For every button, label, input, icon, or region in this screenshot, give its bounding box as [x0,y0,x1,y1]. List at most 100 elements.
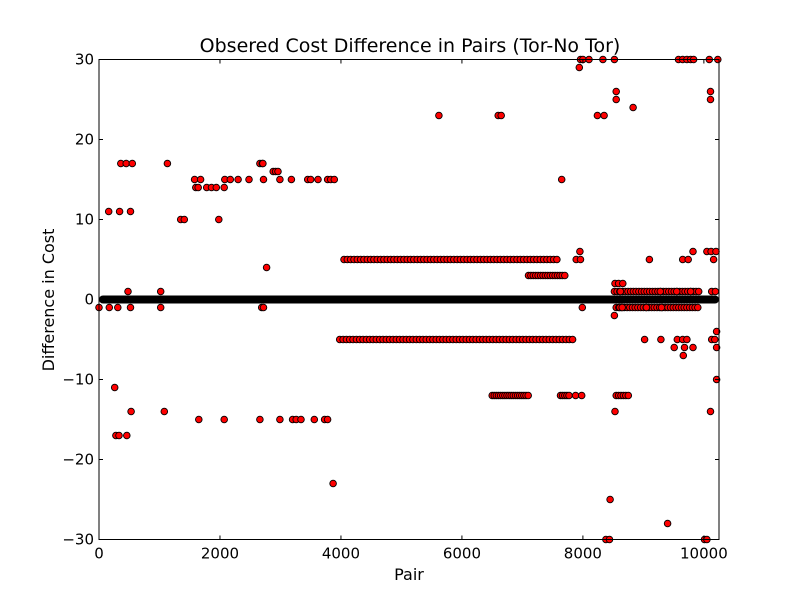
data-point [276,175,284,184]
data-point [160,407,169,416]
data-point [694,287,703,296]
zero-difference-band [99,295,719,304]
data-point [127,407,135,416]
data-point [571,391,580,400]
data-point [610,311,619,320]
data-point [578,303,587,312]
data-point [287,175,296,184]
data-point [689,247,697,256]
x-tick-label: 8000 [564,545,602,563]
y-tick-label: 0 [84,291,94,309]
data-point [712,343,721,352]
data-point [156,303,165,312]
data-point [323,415,332,424]
data-point [565,391,573,400]
y-tick-label: −30 [62,531,94,549]
data-point [220,415,228,424]
data-point [561,271,569,280]
data-point [689,343,697,352]
y-axis-label: Difference in Cost [39,229,58,372]
data-point [274,167,282,176]
data-point [110,383,119,392]
data-point [712,247,720,256]
data-point [642,303,651,312]
data-point [706,87,715,96]
data-point [575,63,584,72]
data-point [314,175,322,184]
data-point [180,215,189,224]
data-point [711,287,720,296]
data-point [683,335,691,344]
ticks-layer: 0 2000 4000 6000 8000 10000 −30 −20 −10 0 10 20 30 [62,51,727,563]
x-tick-label: 4000 [322,545,360,563]
data-point [663,519,672,528]
data-point [329,479,337,488]
data-point [262,263,271,272]
markers-layer [95,55,722,544]
data-point [435,111,443,120]
data-point [234,175,242,184]
data-point [553,255,561,264]
data-point [276,415,284,424]
data-point [115,207,124,216]
data-point [612,95,620,104]
x-tick-label: 0 [94,545,104,563]
data-point [706,95,715,104]
data-point [557,175,566,184]
data-point [124,287,132,296]
data-point [684,255,692,264]
data-point [686,287,695,296]
y-tick-label: 30 [75,51,94,69]
data-point [640,335,649,344]
data-point [694,303,702,312]
data-point [611,407,619,416]
data-point [618,303,626,312]
y-tick-label: −10 [62,371,94,389]
data-point [310,415,319,424]
data-point [612,87,620,96]
data-point [128,159,137,168]
data-point [163,159,172,168]
data-point [306,175,315,184]
data-point [624,391,633,400]
data-point [226,175,235,184]
y-tick-label: 20 [75,131,94,149]
data-point [195,415,203,424]
data-point [126,303,135,312]
data-point [114,303,122,312]
data-point [256,415,264,424]
data-point [497,111,505,120]
x-tick-label: 10000 [680,545,728,563]
data-point [657,335,665,344]
y-tick-label: 10 [75,211,94,229]
data-point [245,175,253,184]
data-point [616,287,625,296]
data-point [576,255,585,264]
data-point [672,287,681,296]
data-point [194,183,202,192]
data-point [259,303,268,312]
data-point [629,103,637,112]
data-point [122,159,130,168]
data-point [196,175,205,184]
data-point [619,279,627,288]
data-point [679,351,688,360]
data-point [712,327,721,336]
data-point [156,287,165,296]
data-point [709,255,718,264]
x-tick-label: 2000 [201,545,239,563]
data-point [126,207,135,216]
data-point [645,255,654,264]
data-point [576,247,584,256]
data-point [297,415,305,424]
data-point [657,303,666,312]
data-point [600,111,608,120]
data-point [577,391,586,400]
x-tick-label: 6000 [443,545,481,563]
data-point [593,111,602,120]
data-point [706,407,715,416]
data-point [680,343,689,352]
data-point [656,287,665,296]
data-point [524,391,532,400]
